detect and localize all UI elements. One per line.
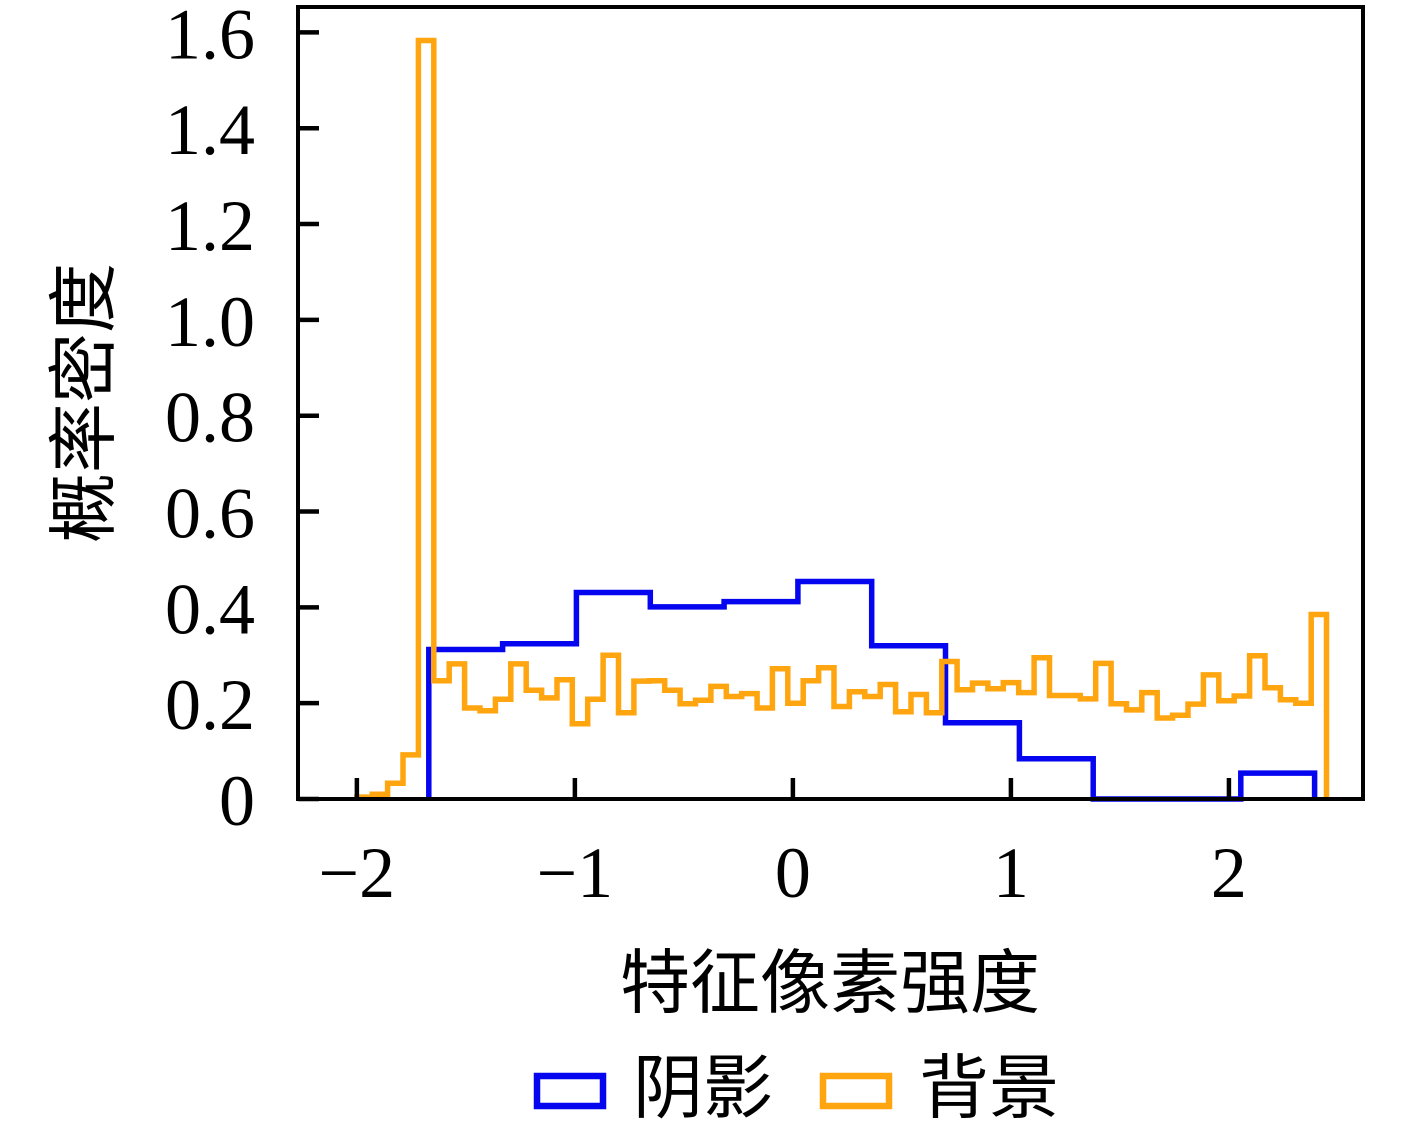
legend-label-shadow: 阴影 bbox=[633, 1051, 773, 1125]
x-axis-label: 特征像素强度 bbox=[620, 946, 1040, 1023]
x-tick-label: 0 bbox=[775, 833, 811, 913]
legend-swatch-background bbox=[819, 1072, 893, 1110]
legend-label-background: 背景 bbox=[919, 1051, 1059, 1125]
series-0-step-path bbox=[426, 578, 1318, 802]
x-tick-label: 2 bbox=[1211, 833, 1247, 913]
y-tick-label: 1.4 bbox=[165, 90, 255, 170]
y-tick-label: 1.0 bbox=[165, 282, 255, 362]
ticks-layer: −2 −1 0 1 2 0 0.2 0.4 0.6 0.8 1.0 1.2 1.4 1.6 bbox=[165, 0, 1247, 913]
y-tick-label: 0 bbox=[219, 761, 255, 841]
legend-item-shadow: 阴影 bbox=[533, 1051, 773, 1125]
y-tick-label: 0.2 bbox=[165, 665, 255, 745]
legend-swatch-shadow bbox=[533, 1072, 607, 1110]
y-tick-label: 0.8 bbox=[165, 378, 255, 458]
series-layer bbox=[354, 37, 1330, 802]
y-tick-label: 0.6 bbox=[165, 473, 255, 553]
legend-item-background: 背景 bbox=[819, 1051, 1059, 1125]
x-tick-label: −2 bbox=[319, 833, 396, 913]
x-tick-label: 1 bbox=[993, 833, 1029, 913]
x-tick-label: −1 bbox=[537, 833, 614, 913]
series-1-step-path bbox=[354, 37, 1330, 800]
legend: 阴影 背景 bbox=[533, 1051, 1059, 1125]
y-tick-label: 1.2 bbox=[165, 186, 255, 266]
axes-frame bbox=[296, 5, 1365, 801]
y-tick-label: 0.4 bbox=[165, 569, 255, 649]
y-tick-label: 1.6 bbox=[165, 0, 255, 74]
y-axis-label: 概率密度 bbox=[47, 263, 124, 543]
